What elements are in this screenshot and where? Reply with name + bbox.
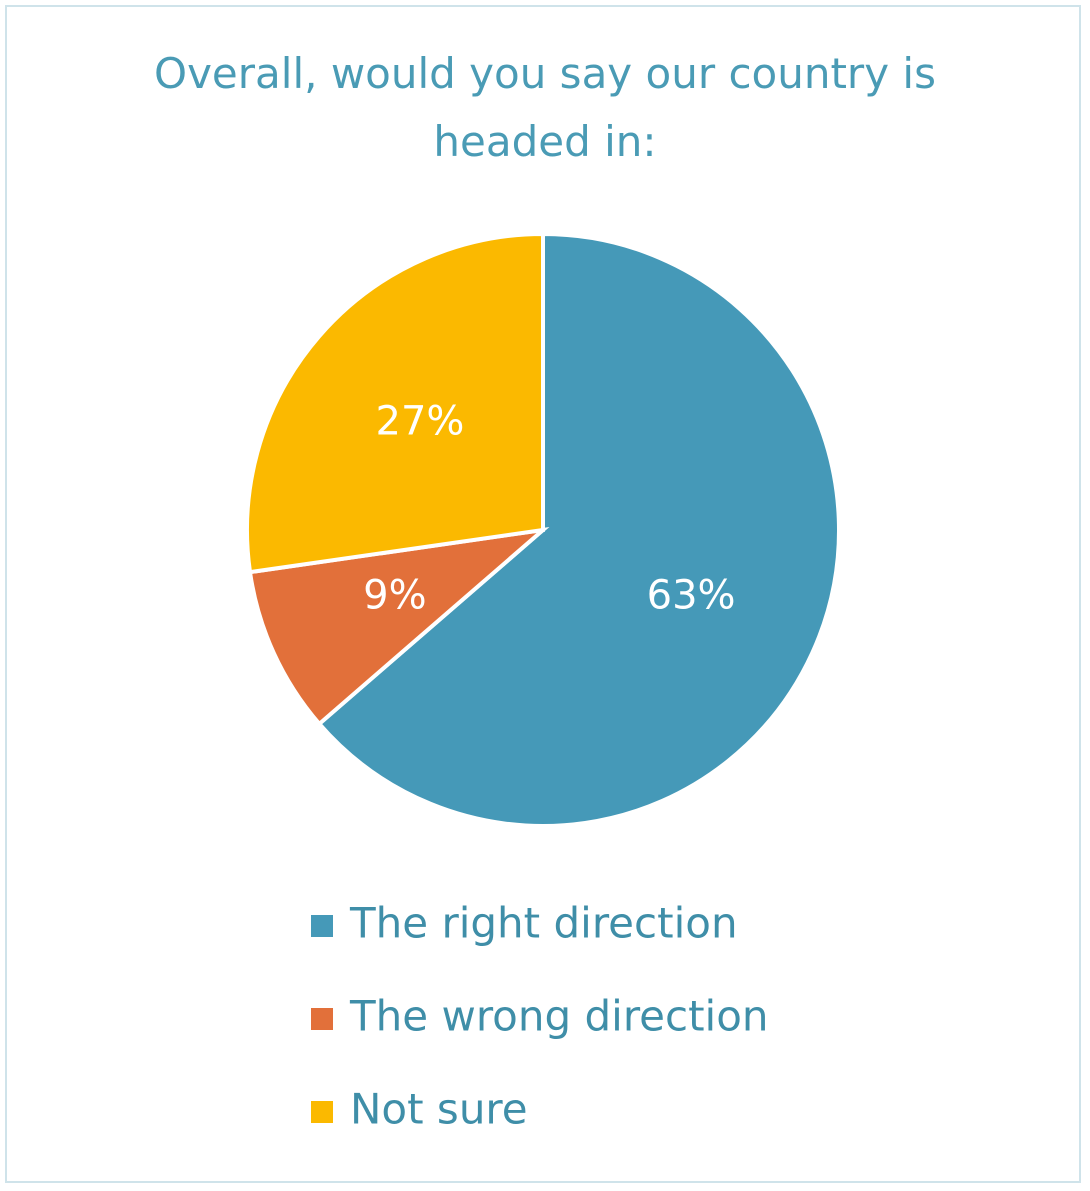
data-label: 63% xyxy=(647,573,736,619)
legend-label: The right direction xyxy=(349,899,738,948)
data-label: 9% xyxy=(363,573,426,619)
frame xyxy=(5,5,1081,1183)
legend-swatch xyxy=(311,1101,333,1123)
legend-swatch xyxy=(311,915,333,937)
legend-label: Not sure xyxy=(350,1085,528,1134)
legend-swatch xyxy=(311,1008,333,1030)
pie-slice xyxy=(316,231,841,828)
legend-label: The wrong direction xyxy=(349,992,769,1041)
pie-slice xyxy=(245,231,545,575)
pie-slice xyxy=(247,527,550,727)
chart-title: Overall, would you say our country is he… xyxy=(154,49,936,166)
data-label: 27% xyxy=(376,398,465,444)
